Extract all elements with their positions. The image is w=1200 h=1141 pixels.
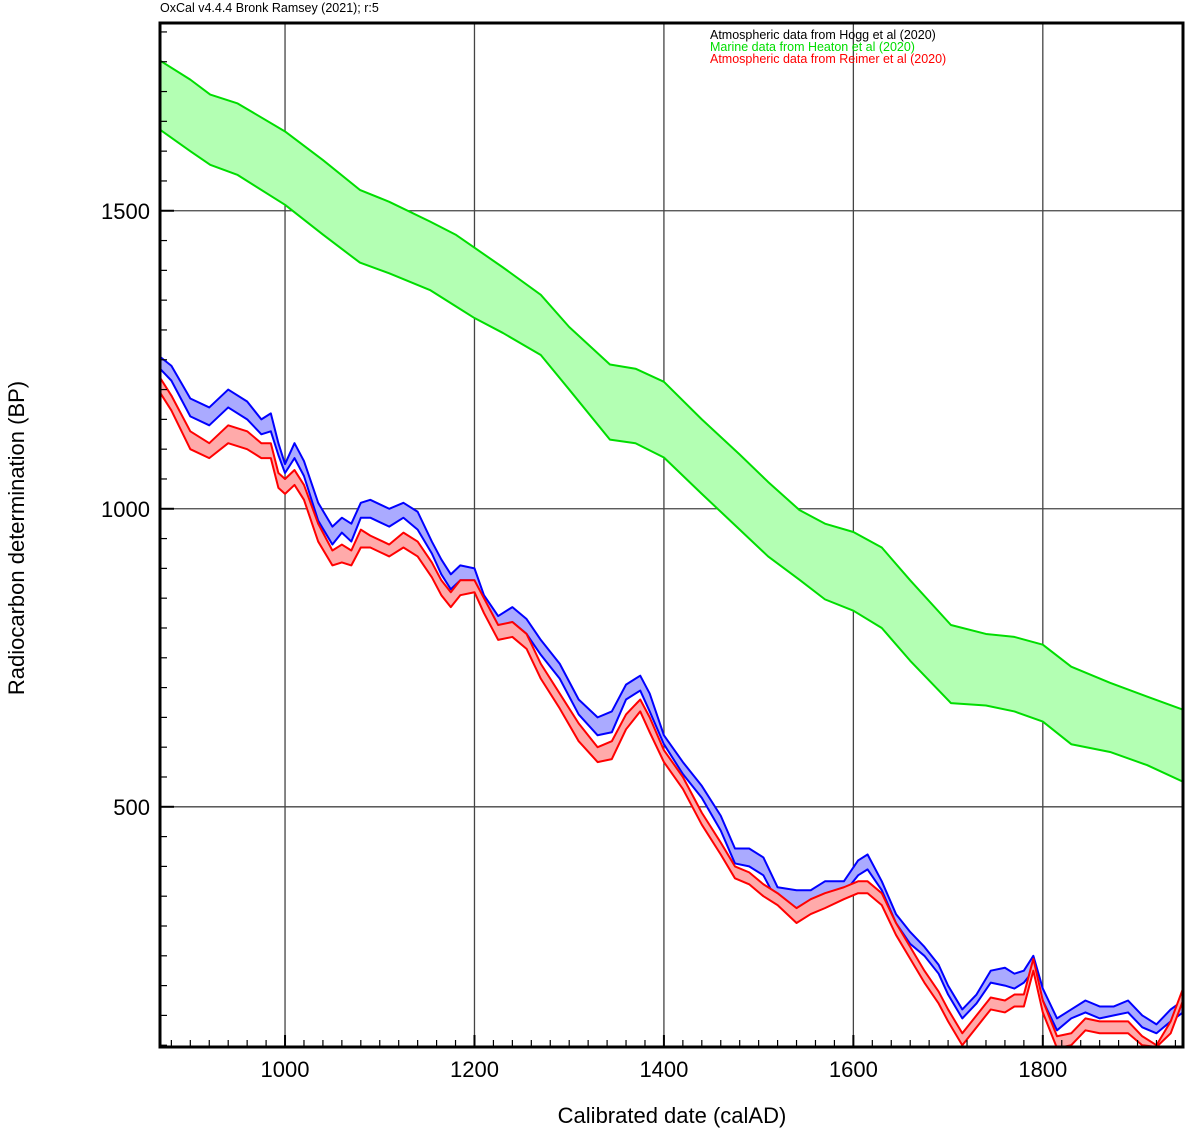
plot-frame [158,21,1185,1049]
y-tick-label: 1000 [101,497,150,522]
band-upper-line [160,355,1183,1026]
x-tick-label: 1000 [261,1057,310,1082]
y-tick-label: 1500 [101,199,150,224]
x-tick-label: 1800 [1018,1057,1067,1082]
x-tick-label: 1200 [450,1057,499,1082]
y-axis-label: Radiocarbon determination (BP) [4,380,29,696]
band-lower-line [160,128,1183,783]
band-fill [160,356,1183,1034]
x-tick-label: 1400 [639,1057,688,1082]
x-tick-label: 1600 [829,1057,878,1082]
band-fill [160,377,1183,1047]
series-layer [160,59,1183,1047]
band-upper-line [160,377,1183,1047]
legend: Atmospheric data from Hogg et al (2020) … [710,28,947,66]
band-lower-line [160,392,1183,1047]
band-lower-line [160,368,1183,1035]
band-upper-line [160,59,1183,711]
legend-item-heaton: Marine data from Heaton et al (2020) [710,40,915,54]
y-tick-label: 500 [113,795,150,820]
software-header: OxCal v4.4.4 Bronk Ramsey (2021); r:5 [160,1,379,15]
legend-item-hogg: Atmospheric data from Hogg et al (2020) [710,28,936,42]
band-fill [160,60,1183,782]
axis-ticks: 1000 1200 1400 1600 1800 500 1000 1500 [101,31,1177,1082]
x-axis-label: Calibrated date (calAD) [557,1103,787,1128]
legend-item-reimer: Atmospheric data from Reimer et al (2020… [710,52,947,66]
